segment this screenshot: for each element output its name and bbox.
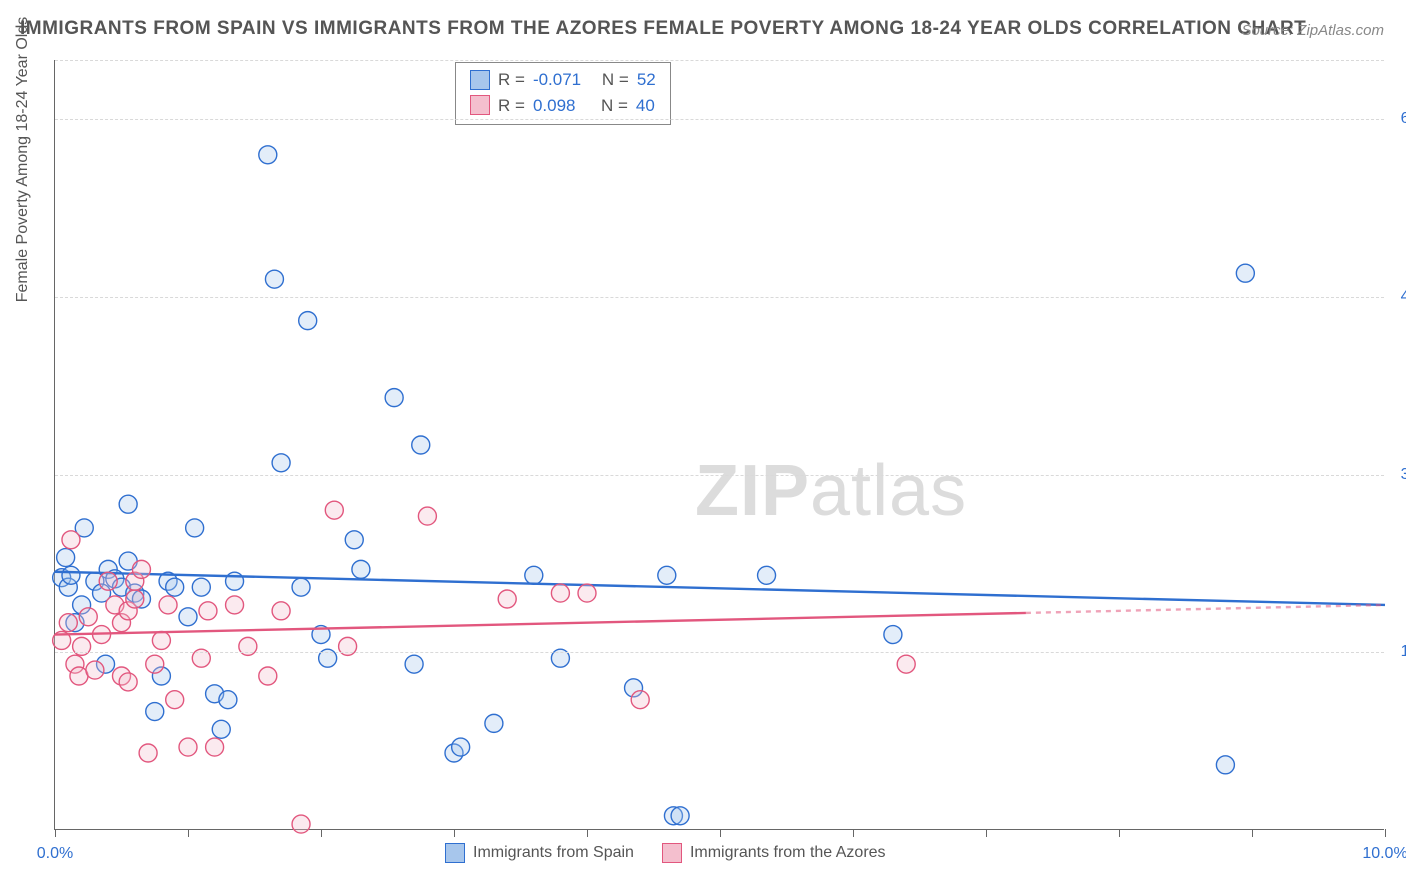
y-axis-label: Female Poverty Among 18-24 Year Olds bbox=[14, 17, 32, 303]
x-tick bbox=[720, 829, 721, 837]
gridline bbox=[55, 652, 1384, 653]
data-point bbox=[62, 531, 80, 549]
data-point bbox=[352, 560, 370, 578]
data-point bbox=[498, 590, 516, 608]
data-point bbox=[292, 578, 310, 596]
x-tick bbox=[188, 829, 189, 837]
data-point bbox=[119, 673, 137, 691]
gridline bbox=[55, 297, 1384, 298]
data-point bbox=[166, 691, 184, 709]
data-point bbox=[525, 566, 543, 584]
data-point bbox=[166, 578, 184, 596]
x-tick bbox=[1252, 829, 1253, 837]
data-point bbox=[146, 703, 164, 721]
data-point bbox=[405, 655, 423, 673]
data-point bbox=[139, 744, 157, 762]
data-point bbox=[79, 608, 97, 626]
x-tick bbox=[1385, 829, 1386, 837]
data-point bbox=[199, 602, 217, 620]
legend-item-spain: Immigrants from Spain bbox=[445, 843, 634, 863]
data-point bbox=[219, 691, 237, 709]
legend-bottom: Immigrants from Spain Immigrants from th… bbox=[445, 843, 886, 863]
x-tick bbox=[55, 829, 56, 837]
chart-svg bbox=[55, 60, 1384, 829]
data-point bbox=[485, 714, 503, 732]
data-point bbox=[179, 608, 197, 626]
data-point bbox=[119, 495, 137, 513]
data-point bbox=[272, 454, 290, 472]
data-point bbox=[897, 655, 915, 673]
data-point bbox=[1216, 756, 1234, 774]
x-tick bbox=[986, 829, 987, 837]
legend-label-azores: Immigrants from the Azores bbox=[690, 844, 886, 862]
legend-label-spain: Immigrants from Spain bbox=[473, 844, 634, 862]
data-point bbox=[259, 667, 277, 685]
data-point bbox=[179, 738, 197, 756]
data-point bbox=[206, 738, 224, 756]
gridline bbox=[55, 119, 1384, 120]
x-tick-label: 0.0% bbox=[37, 845, 73, 863]
data-point bbox=[631, 691, 649, 709]
x-tick bbox=[587, 829, 588, 837]
data-point bbox=[418, 507, 436, 525]
plot-area: ZIPatlas R = -0.071 N = 52 R = 0.098 N =… bbox=[54, 60, 1384, 830]
data-point bbox=[1236, 264, 1254, 282]
data-point bbox=[412, 436, 430, 454]
data-point bbox=[385, 389, 403, 407]
data-point bbox=[146, 655, 164, 673]
swatch-spain-bottom bbox=[445, 843, 465, 863]
data-point bbox=[551, 584, 569, 602]
legend-item-azores: Immigrants from the Azores bbox=[662, 843, 886, 863]
data-point bbox=[758, 566, 776, 584]
data-point bbox=[59, 614, 77, 632]
data-point bbox=[212, 720, 230, 738]
x-tick bbox=[1119, 829, 1120, 837]
data-point bbox=[152, 631, 170, 649]
gridline bbox=[55, 60, 1384, 61]
y-tick-label: 60.0% bbox=[1401, 110, 1406, 128]
x-tick bbox=[853, 829, 854, 837]
data-point bbox=[299, 312, 317, 330]
trend-line-extrapolated bbox=[1026, 605, 1385, 613]
data-point bbox=[159, 596, 177, 614]
y-tick-label: 15.0% bbox=[1401, 643, 1406, 661]
trend-line bbox=[55, 572, 1385, 605]
x-tick-label: 10.0% bbox=[1362, 845, 1406, 863]
data-point bbox=[671, 807, 689, 825]
data-point bbox=[578, 584, 596, 602]
data-point bbox=[62, 566, 80, 584]
data-point bbox=[658, 566, 676, 584]
gridline bbox=[55, 475, 1384, 476]
data-point bbox=[265, 270, 283, 288]
y-tick-label: 45.0% bbox=[1401, 288, 1406, 306]
data-point bbox=[86, 661, 104, 679]
data-point bbox=[452, 738, 470, 756]
data-point bbox=[186, 519, 204, 537]
swatch-azores-bottom bbox=[662, 843, 682, 863]
data-point bbox=[99, 572, 117, 590]
data-point bbox=[192, 578, 210, 596]
data-point bbox=[226, 596, 244, 614]
data-point bbox=[345, 531, 363, 549]
data-point bbox=[272, 602, 290, 620]
x-tick bbox=[321, 829, 322, 837]
data-point bbox=[132, 560, 150, 578]
data-point bbox=[884, 626, 902, 644]
source-attribution: Source: ZipAtlas.com bbox=[1241, 22, 1384, 39]
data-point bbox=[57, 549, 75, 567]
y-tick-label: 30.0% bbox=[1401, 466, 1406, 484]
data-point bbox=[259, 146, 277, 164]
data-point bbox=[292, 815, 310, 833]
chart-title: IMMIGRANTS FROM SPAIN VS IMMIGRANTS FROM… bbox=[20, 18, 1306, 40]
x-tick bbox=[454, 829, 455, 837]
data-point bbox=[126, 590, 144, 608]
data-point bbox=[325, 501, 343, 519]
